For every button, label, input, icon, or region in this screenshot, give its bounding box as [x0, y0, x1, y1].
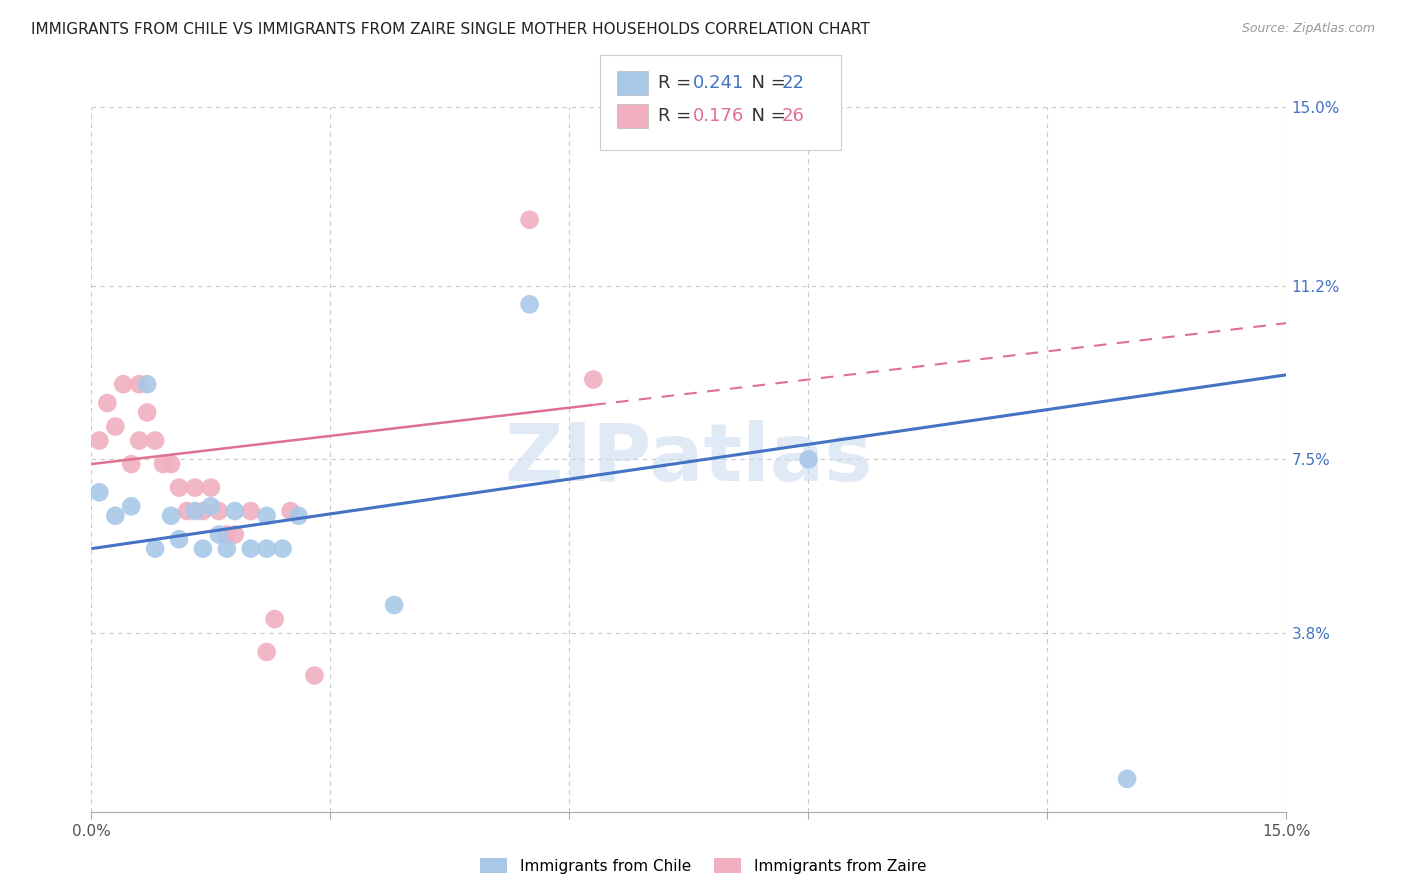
- Point: [256, 541, 278, 556]
- Point: [191, 504, 214, 518]
- Text: R =: R =: [658, 107, 697, 125]
- Point: [280, 504, 302, 518]
- Point: [263, 612, 285, 626]
- Point: [184, 481, 207, 495]
- Point: [224, 504, 246, 518]
- Point: [208, 504, 231, 518]
- Point: [89, 434, 111, 448]
- Text: N =: N =: [740, 107, 792, 125]
- Text: 0.241: 0.241: [693, 74, 745, 92]
- Point: [136, 405, 159, 419]
- Point: [160, 508, 183, 523]
- Point: [1116, 772, 1139, 786]
- Point: [104, 419, 127, 434]
- Point: [797, 452, 820, 467]
- Point: [215, 527, 238, 541]
- Legend: Immigrants from Chile, Immigrants from Zaire: Immigrants from Chile, Immigrants from Z…: [474, 852, 932, 880]
- Point: [224, 527, 246, 541]
- Point: [200, 481, 222, 495]
- Point: [167, 533, 190, 547]
- Point: [136, 377, 159, 392]
- Point: [167, 481, 190, 495]
- Text: Source: ZipAtlas.com: Source: ZipAtlas.com: [1241, 22, 1375, 36]
- Point: [382, 598, 405, 612]
- Point: [143, 541, 166, 556]
- Point: [120, 457, 142, 471]
- Text: 26: 26: [782, 107, 804, 125]
- Point: [96, 396, 118, 410]
- Point: [143, 434, 166, 448]
- Point: [239, 541, 262, 556]
- Point: [256, 645, 278, 659]
- Point: [200, 500, 222, 514]
- Point: [128, 434, 150, 448]
- Point: [287, 508, 309, 523]
- Text: IMMIGRANTS FROM CHILE VS IMMIGRANTS FROM ZAIRE SINGLE MOTHER HOUSEHOLDS CORRELAT: IMMIGRANTS FROM CHILE VS IMMIGRANTS FROM…: [31, 22, 870, 37]
- Text: 22: 22: [782, 74, 804, 92]
- Point: [160, 457, 183, 471]
- Point: [191, 541, 214, 556]
- Point: [112, 377, 135, 392]
- Point: [152, 457, 174, 471]
- Point: [271, 541, 294, 556]
- Point: [519, 297, 541, 311]
- Point: [582, 372, 605, 386]
- Point: [176, 504, 198, 518]
- Point: [304, 668, 326, 682]
- Point: [256, 508, 278, 523]
- Point: [519, 212, 541, 227]
- Point: [184, 504, 207, 518]
- Text: N =: N =: [740, 74, 792, 92]
- Point: [104, 508, 127, 523]
- Point: [208, 527, 231, 541]
- Text: 0.176: 0.176: [693, 107, 744, 125]
- Point: [89, 485, 111, 500]
- Text: R =: R =: [658, 74, 697, 92]
- Point: [215, 541, 238, 556]
- Text: ZIPatlas: ZIPatlas: [505, 420, 873, 499]
- Point: [120, 500, 142, 514]
- Point: [239, 504, 262, 518]
- Point: [128, 377, 150, 392]
